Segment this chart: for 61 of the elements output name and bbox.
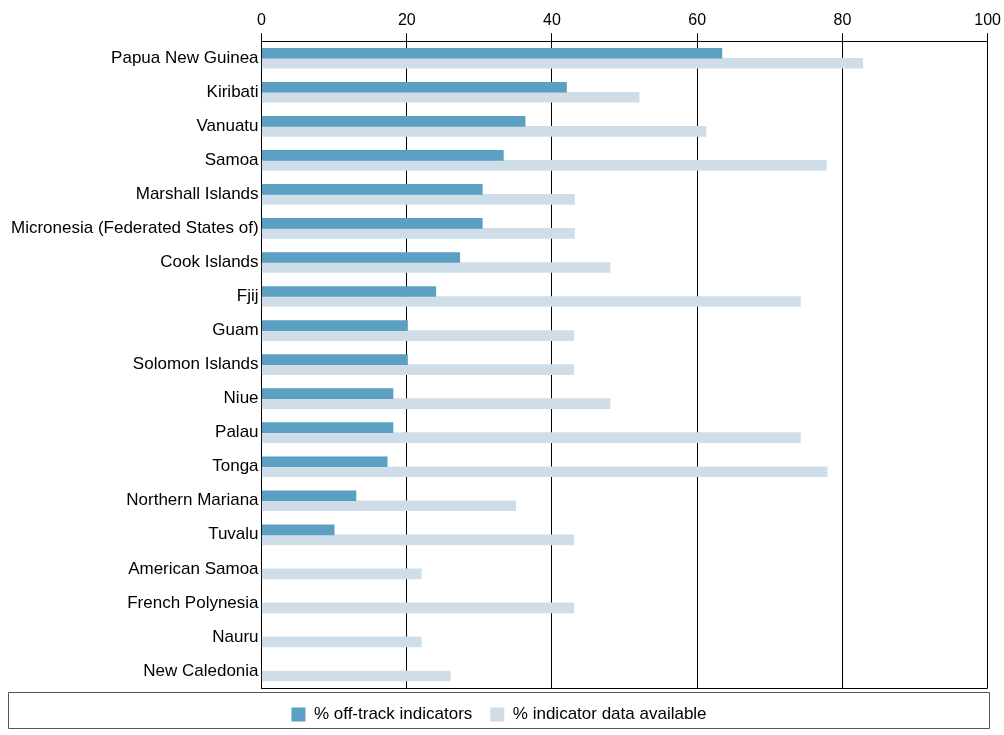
y-tick-label: American Samoa xyxy=(128,558,260,578)
bar xyxy=(261,456,388,468)
y-tick-label: Kiribati xyxy=(206,81,259,101)
bar xyxy=(261,432,801,444)
y-tick-label: Papua New Guinea xyxy=(111,47,260,67)
bar xyxy=(261,262,611,273)
legend-label: % indicator data available xyxy=(512,704,707,724)
legend-label: % off-track indicators xyxy=(313,704,473,724)
bar xyxy=(261,490,357,502)
bar xyxy=(261,218,483,229)
x-tick-label: 20 xyxy=(397,11,416,29)
y-tick-label: Samoa xyxy=(204,150,260,170)
bar xyxy=(261,184,483,195)
y-tick-label: New Caledonia xyxy=(143,660,260,680)
y-tick-label: Nauru xyxy=(212,626,259,646)
bar xyxy=(261,534,575,546)
bar xyxy=(261,125,707,137)
y-tick-label: Palau xyxy=(215,422,259,442)
x-tick-label: 40 xyxy=(543,11,561,29)
bar xyxy=(261,398,611,409)
y-tick-label: Fjij xyxy=(236,286,259,306)
bar xyxy=(261,115,526,127)
bar xyxy=(261,354,408,365)
bar xyxy=(261,388,394,399)
bar xyxy=(261,568,422,580)
y-tick-label: Niue xyxy=(223,388,259,408)
y-tick-label: Micronesia (Federated States of) xyxy=(10,218,259,238)
bar xyxy=(261,320,408,331)
y-tick-label: Guam xyxy=(212,320,259,340)
y-tick-label: Cook Islands xyxy=(160,252,259,272)
y-tick-label: Vanuatu xyxy=(196,115,259,135)
bar xyxy=(261,252,461,263)
y-tick-label: Tuvalu xyxy=(208,524,259,544)
x-tick-label: 60 xyxy=(688,11,707,29)
bar xyxy=(261,466,828,478)
y-tick-label: Solomon Islands xyxy=(132,354,259,374)
x-tick-label: 80 xyxy=(833,11,852,29)
bar xyxy=(261,150,504,161)
y-tick-label: French Polynesia xyxy=(127,592,260,612)
bar xyxy=(261,57,864,69)
bar xyxy=(261,81,567,93)
bar xyxy=(261,47,723,59)
bar xyxy=(261,91,640,103)
bar xyxy=(261,500,517,512)
x-tick-label: 100 xyxy=(974,11,1002,29)
bar xyxy=(261,160,827,171)
bar xyxy=(261,422,394,434)
bar xyxy=(261,228,575,239)
y-tick-label: Marshall Islands xyxy=(135,184,259,204)
bar xyxy=(261,194,575,205)
x-tick-label: 0 xyxy=(257,11,267,29)
bar xyxy=(261,296,801,307)
bar xyxy=(261,670,451,682)
bar xyxy=(261,330,575,341)
y-tick-label: Tonga xyxy=(212,456,260,476)
bar xyxy=(261,524,335,536)
bar xyxy=(261,602,575,614)
bar xyxy=(261,286,437,297)
bar xyxy=(261,364,575,375)
y-tick-label: Northern Mariana xyxy=(126,490,260,510)
bar xyxy=(261,636,422,648)
